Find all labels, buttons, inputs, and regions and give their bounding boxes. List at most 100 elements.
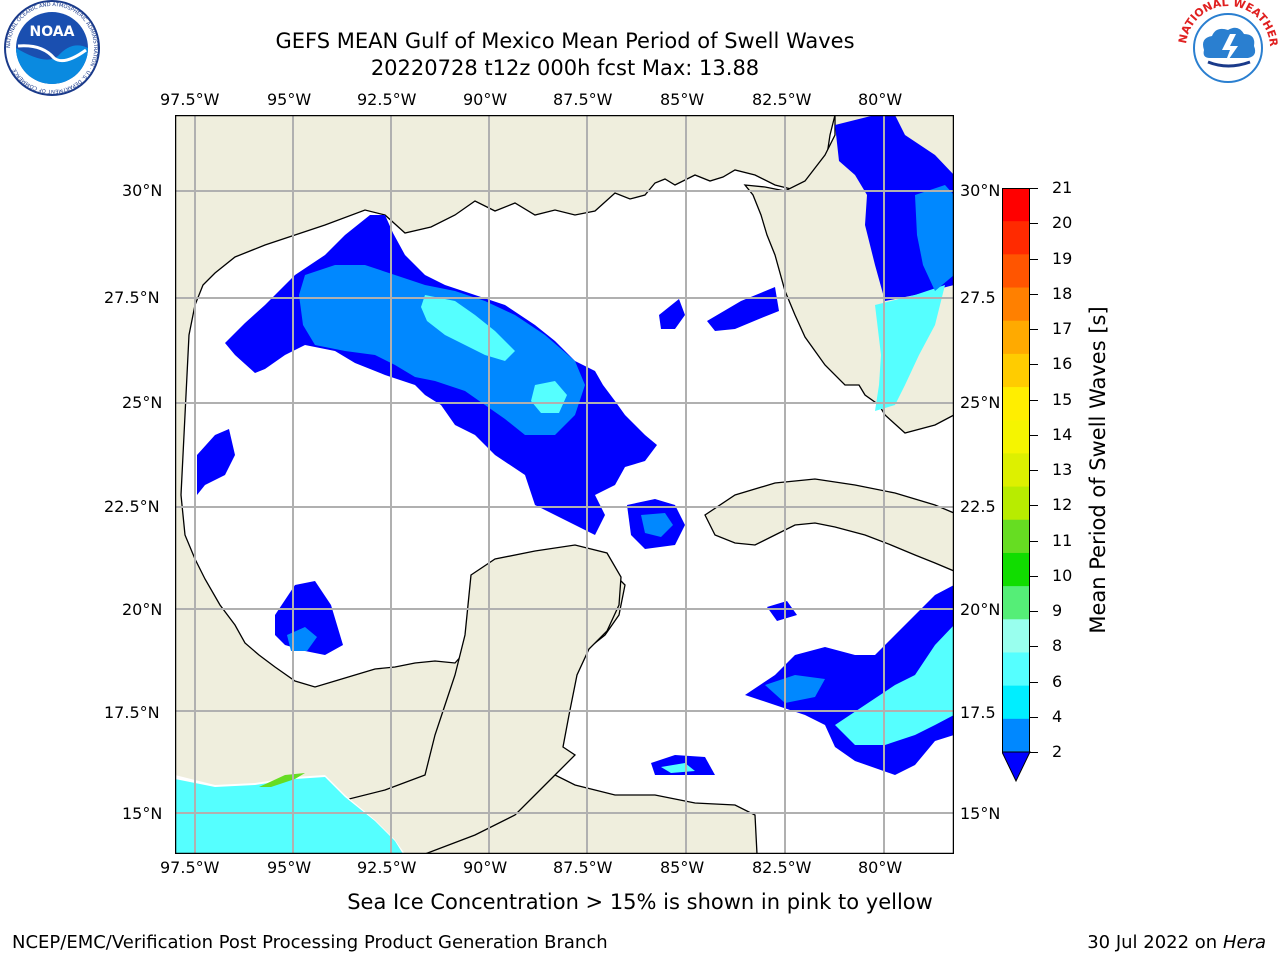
colorbar-segment <box>1002 353 1030 388</box>
lat-label-right: 17.5 <box>960 703 996 722</box>
colorbar-segment <box>1002 652 1030 687</box>
gulf-map <box>174 114 955 855</box>
colorbar-swatches <box>1001 188 1031 783</box>
map-panel <box>174 114 955 855</box>
colorbar-segment <box>1002 519 1030 554</box>
colorbar-segment <box>1002 420 1030 454</box>
colorbar-tick-mark <box>1030 716 1038 718</box>
swell-east-gulf-spot <box>659 299 685 329</box>
colorbar-tick-label: 13 <box>1052 460 1073 479</box>
colorbar-tick-label: 14 <box>1052 424 1073 444</box>
lon-label-bottom: 82.5°W <box>752 858 812 877</box>
lat-label-left: 30°N <box>122 181 163 200</box>
colorbar-tick-mark <box>1030 505 1038 507</box>
colorbar-tick-mark <box>1030 646 1038 648</box>
lon-label-top: 97.5°W <box>160 90 220 109</box>
swell-sw-patch-mid <box>287 627 317 651</box>
colorbar-tick-mark <box>1030 293 1038 295</box>
colorbar-tick-mark <box>1030 540 1038 542</box>
lon-label-bottom: 85°W <box>660 858 705 877</box>
colorbar <box>1001 188 1034 783</box>
colorbar-segment <box>1002 718 1030 753</box>
colorbar-segment <box>1002 453 1030 488</box>
lon-label-top: 85°W <box>660 90 705 109</box>
lat-label-left: 27.5°N <box>104 288 160 307</box>
swell-caribbean-mid <box>765 675 825 703</box>
swell-atlantic-mid <box>915 185 954 291</box>
colorbar-segment <box>1002 320 1030 355</box>
colorbar-tick-mark <box>1030 681 1038 683</box>
nws-logo-icon: NATIONAL WEATHER SERVICE <box>1174 0 1280 100</box>
colorbar-tick-label: 6 <box>1052 671 1063 691</box>
colorbar-tick-label: 8 <box>1052 636 1063 656</box>
land-cuba <box>704 478 955 572</box>
lon-label-top: 90°W <box>463 90 508 109</box>
colorbar-tick-label: 2 <box>1052 742 1063 761</box>
lon-label-bottom: 80°W <box>858 858 903 877</box>
colorbar-tick-label: 12 <box>1052 495 1073 515</box>
colorbar-segment <box>1002 586 1030 620</box>
colorbar-tick-label: 16 <box>1052 354 1073 374</box>
colorbar-tick-mark <box>1030 575 1038 577</box>
lon-label-bottom: 87.5°W <box>553 858 613 877</box>
colorbar-tick-mark <box>1030 611 1038 612</box>
graticule <box>175 115 954 854</box>
colorbar-tick-label: 18 <box>1052 283 1073 303</box>
swell-pacific <box>175 777 403 854</box>
swell-atlantic-light <box>875 285 945 411</box>
colorbar-tick-label: 17 <box>1052 319 1073 338</box>
colorbar-tick-label: 15 <box>1052 389 1073 409</box>
lon-label-top: 80°W <box>858 90 903 109</box>
noaa-logo-text: NOAA <box>30 24 75 40</box>
colorbar-tick-label: 21 <box>1052 178 1073 197</box>
lon-label-top: 95°W <box>267 90 312 109</box>
colorbar-tick-label: 4 <box>1052 706 1063 726</box>
land-yucatan <box>323 544 622 855</box>
map-title: GEFS MEAN Gulf of Mexico Mean Period of … <box>275 29 855 53</box>
footer-date-text: 30 Jul 2022 on <box>1087 932 1223 953</box>
colorbar-tick-mark <box>1030 470 1038 471</box>
map-subtitle: 20220728 t12z 000h fcst Max: 13.88 <box>370 56 760 80</box>
colorbar-segment <box>1002 188 1030 222</box>
map-frame <box>174 114 955 855</box>
colorbar-tick-label: 19 <box>1052 248 1073 268</box>
colorbar-segment <box>1002 685 1030 720</box>
lat-label-left: 25°N <box>122 393 163 412</box>
lon-label-bottom: 97.5°W <box>160 858 220 877</box>
colorbar-segment <box>1002 387 1030 421</box>
lon-label-top: 82.5°W <box>752 90 812 109</box>
colorbar-tick-mark <box>1030 399 1038 401</box>
lat-label-left: 17.5°N <box>104 703 160 722</box>
lat-label-right: 30°N <box>960 181 1001 200</box>
lat-label-left: 22.5°N <box>104 497 160 516</box>
lat-label-right: 22.5 <box>960 497 996 516</box>
swell-gulf-spot-light <box>531 381 567 413</box>
lat-label-right: 27.5 <box>960 288 996 307</box>
colorbar-tick-label: 10 <box>1052 565 1073 585</box>
swell-caribbean-light <box>835 625 954 745</box>
colorbar-tick-label: 20 <box>1052 213 1073 233</box>
colorbar-segment <box>1002 254 1030 289</box>
colorbar-tick-label: 11 <box>1052 530 1073 550</box>
colorbar-segment <box>1002 221 1030 255</box>
lat-label-right: 25°N <box>960 393 1001 412</box>
lon-label-bottom: 95°W <box>267 858 312 877</box>
colorbar-frame <box>1002 188 1030 753</box>
swell-gulf-band-mid <box>299 265 585 435</box>
noaa-logo-icon: NOAA NATIONAL OCEANIC AND ATMOSPHERIC AD… <box>2 0 102 100</box>
colorbar-segment <box>1002 619 1030 653</box>
lon-label-bottom: 92.5°W <box>357 858 417 877</box>
colorbar-tick-mark <box>1030 188 1038 189</box>
swell-west-patch <box>197 429 235 495</box>
colorbar-tick-mark <box>1030 329 1038 330</box>
swell-south-cuba <box>767 601 797 621</box>
colorbar-tick-mark <box>1030 364 1038 366</box>
lat-label-left: 20°N <box>122 600 163 619</box>
swell-gulf-band-light <box>421 295 515 361</box>
lat-label-right: 15°N <box>960 804 1001 823</box>
footer-date: 30 Jul 2022 on Hera <box>1087 932 1266 953</box>
lon-label-bottom: 90°W <box>463 858 508 877</box>
sea-ice-note: Sea Ice Concentration > 15% is shown in … <box>347 890 933 914</box>
lon-label-top: 92.5°W <box>357 90 417 109</box>
colorbar-tick-mark <box>1030 258 1038 260</box>
